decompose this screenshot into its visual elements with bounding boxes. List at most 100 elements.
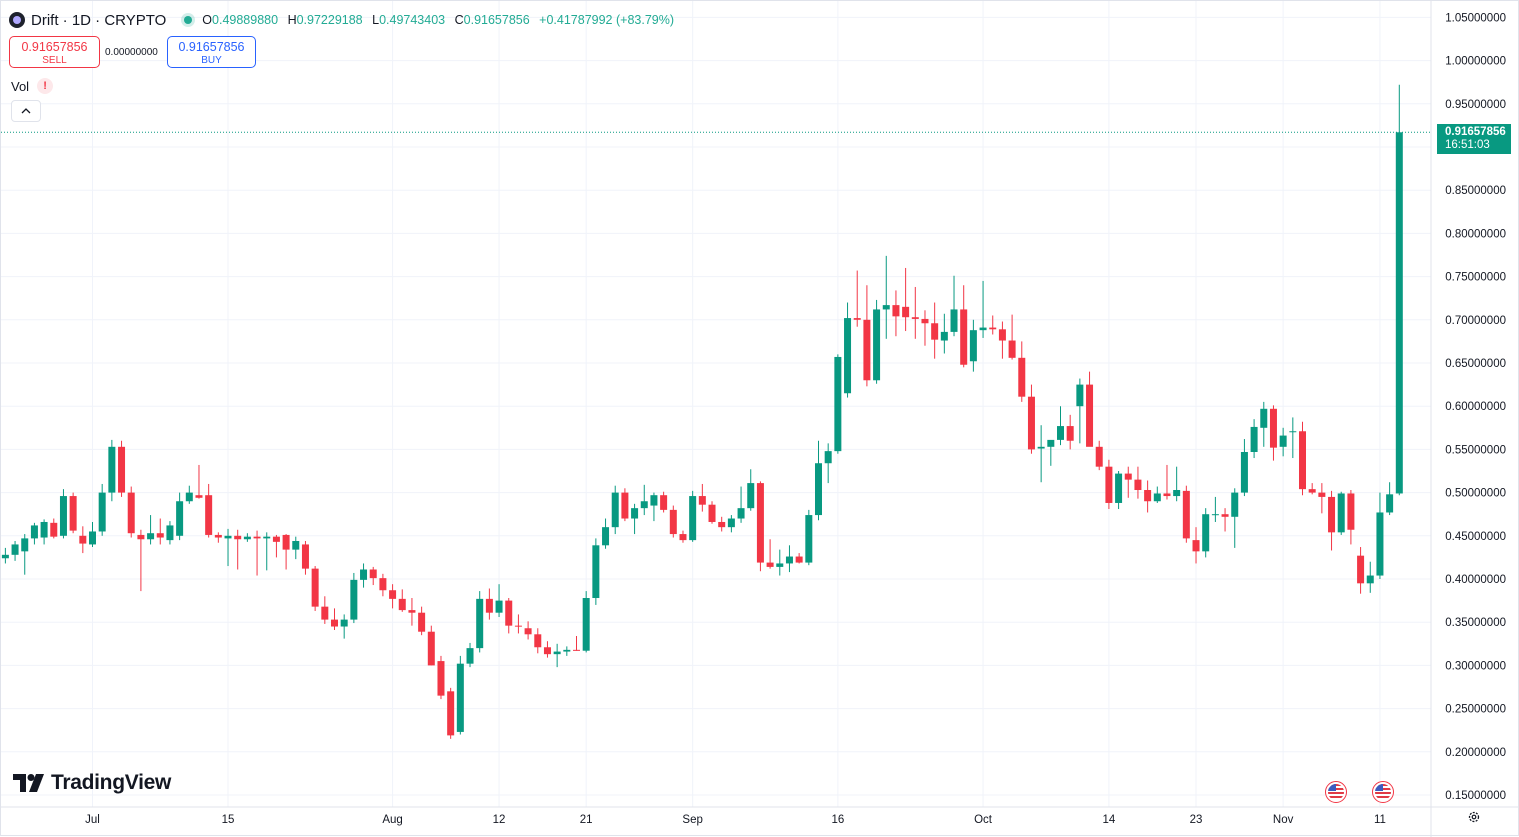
candle[interactable] [1318, 483, 1326, 514]
candle[interactable] [950, 275, 958, 337]
candle[interactable] [882, 255, 890, 339]
candle[interactable] [708, 501, 716, 524]
candle[interactable] [766, 539, 774, 569]
candle[interactable] [176, 492, 184, 541]
candle[interactable] [408, 598, 416, 626]
candle[interactable] [747, 469, 755, 511]
candle[interactable] [931, 302, 939, 359]
candle[interactable] [1057, 406, 1064, 446]
candle[interactable] [485, 588, 493, 620]
candle[interactable] [1376, 492, 1384, 579]
candle[interactable] [40, 519, 48, 545]
candle[interactable] [50, 518, 58, 539]
candle[interactable] [224, 528, 232, 567]
candle[interactable] [1347, 490, 1355, 545]
candle[interactable] [737, 486, 745, 523]
candle[interactable] [21, 534, 29, 575]
candle[interactable] [863, 285, 871, 387]
candle[interactable] [243, 533, 251, 542]
candle[interactable] [824, 443, 832, 484]
collapse-legend-button[interactable] [11, 100, 41, 122]
candle[interactable] [853, 270, 861, 327]
candle[interactable] [234, 529, 242, 570]
candle[interactable] [282, 534, 290, 570]
candle[interactable] [69, 492, 77, 534]
candle[interactable] [495, 584, 503, 618]
candle[interactable] [989, 315, 997, 335]
symbol-title[interactable]: Drift · 1D · CRYPTO [31, 11, 167, 29]
candle[interactable] [272, 534, 280, 558]
candle[interactable] [998, 321, 1006, 359]
candle[interactable] [1386, 482, 1394, 516]
candle[interactable] [292, 536, 300, 560]
candle[interactable] [427, 625, 435, 666]
candle[interactable] [505, 598, 513, 634]
candle[interactable] [727, 515, 735, 533]
candle[interactable] [940, 313, 948, 354]
candle[interactable] [621, 488, 629, 522]
candle[interactable] [137, 529, 145, 592]
candle[interactable] [456, 655, 464, 735]
candle[interactable] [1182, 485, 1190, 543]
candle[interactable] [1299, 421, 1306, 496]
candle[interactable] [979, 280, 987, 338]
candle[interactable] [1105, 459, 1113, 510]
candle[interactable] [59, 489, 67, 539]
candle[interactable] [30, 522, 38, 545]
candle[interactable] [127, 486, 135, 538]
candle[interactable] [805, 509, 813, 566]
candle[interactable] [11, 540, 19, 561]
candle[interactable] [1221, 508, 1229, 532]
buy-button[interactable]: 0.91657856 BUY [167, 36, 256, 68]
candle[interactable] [1086, 371, 1094, 447]
candle[interactable] [301, 540, 309, 575]
candle[interactable] [911, 286, 919, 339]
candle[interactable] [195, 464, 203, 499]
candle[interactable] [1337, 491, 1345, 535]
candle[interactable] [166, 521, 174, 545]
volume-indicator-legend[interactable]: Vol ! [11, 78, 54, 94]
candle[interactable] [1095, 440, 1103, 471]
candle[interactable] [776, 549, 784, 576]
candle[interactable] [1037, 425, 1045, 483]
candle[interactable] [592, 538, 600, 605]
candle[interactable] [873, 299, 881, 384]
candle[interactable] [311, 566, 319, 611]
candle[interactable] [1027, 384, 1035, 454]
candle[interactable] [815, 440, 822, 521]
candle[interactable] [1134, 466, 1142, 499]
candle[interactable] [214, 532, 222, 543]
candle[interactable] [553, 643, 561, 668]
candle[interactable] [1308, 483, 1316, 495]
candle[interactable] [437, 655, 445, 700]
candle[interactable] [1269, 405, 1277, 461]
candle[interactable] [79, 526, 87, 554]
candle[interactable] [1047, 439, 1055, 466]
candle[interactable] [689, 490, 697, 542]
candle[interactable] [892, 290, 900, 337]
candle[interactable] [369, 566, 377, 586]
candle[interactable] [253, 530, 261, 576]
candle[interactable] [185, 485, 193, 504]
candle[interactable] [205, 483, 213, 538]
candle[interactable] [1192, 527, 1200, 564]
candle[interactable] [543, 641, 551, 658]
candle[interactable] [147, 515, 155, 545]
candle[interactable] [1008, 314, 1016, 360]
candle[interactable] [834, 354, 842, 454]
candle[interactable] [360, 563, 368, 588]
candle[interactable] [418, 606, 426, 636]
candle[interactable] [466, 642, 474, 668]
candle[interactable] [785, 545, 793, 573]
candle[interactable] [631, 503, 639, 535]
candle[interactable] [108, 439, 116, 502]
candle[interactable] [1, 547, 9, 564]
candle[interactable] [1328, 490, 1336, 551]
candle[interactable] [340, 614, 348, 639]
candle[interactable] [447, 687, 455, 739]
candle[interactable] [563, 646, 571, 656]
candle[interactable] [156, 518, 164, 545]
candle[interactable] [1240, 439, 1248, 497]
candle[interactable] [1076, 378, 1084, 444]
